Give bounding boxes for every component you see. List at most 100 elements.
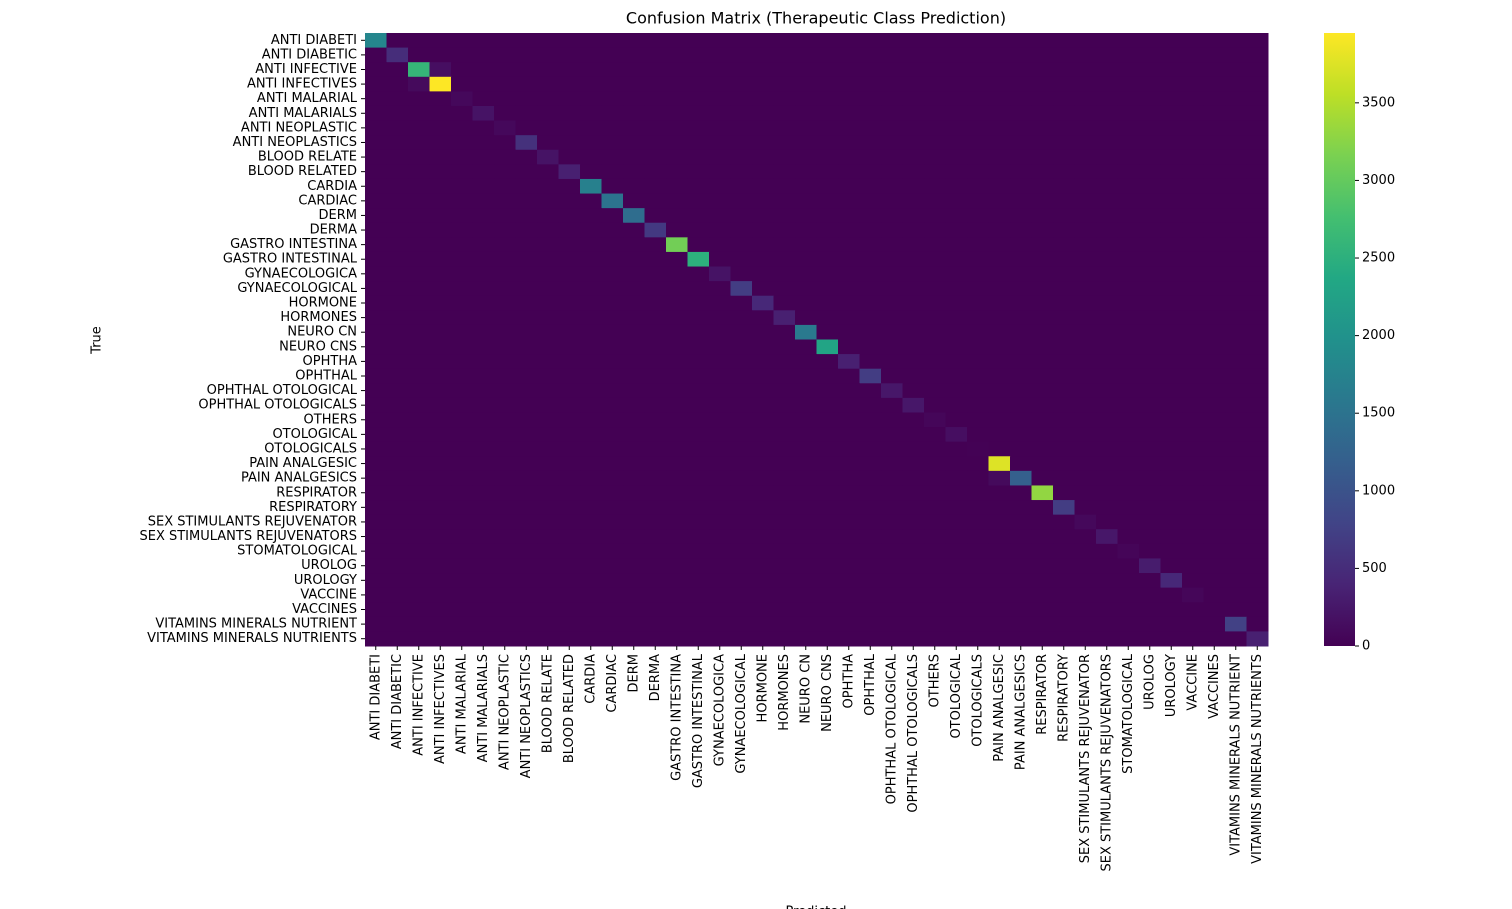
heatmap-cell — [988, 295, 1011, 311]
heatmap-cell — [537, 237, 559, 253]
heatmap-cell — [730, 135, 753, 151]
heatmap-cell — [1203, 91, 1226, 107]
heatmap-cell — [386, 324, 409, 340]
heatmap-cell — [494, 368, 516, 384]
y-tick-label: OPHTHA — [303, 354, 358, 369]
heatmap-cell — [945, 47, 968, 63]
heatmap-cell — [1160, 500, 1183, 516]
heatmap-cell — [580, 324, 602, 340]
heatmap-cell — [429, 616, 452, 632]
heatmap-cell — [408, 149, 430, 165]
heatmap-cell — [1139, 616, 1161, 632]
heatmap-cell — [687, 616, 710, 632]
heatmap-cell — [1096, 529, 1118, 545]
heatmap-cell — [924, 251, 946, 268]
heatmap-cell — [601, 237, 624, 253]
heatmap-cell — [752, 149, 774, 165]
heatmap-cell — [1117, 324, 1140, 340]
heatmap-cell — [601, 33, 624, 49]
heatmap-cell — [1074, 427, 1097, 443]
heatmap-cell — [709, 412, 731, 428]
heatmap-cell — [988, 412, 1011, 428]
heatmap-cell — [365, 500, 387, 516]
heatmap-cell — [1031, 514, 1054, 530]
heatmap-cell — [515, 616, 538, 632]
heatmap-cell — [924, 47, 946, 63]
heatmap-cell — [881, 105, 903, 122]
heatmap-cell — [429, 602, 452, 618]
heatmap-cell — [365, 178, 387, 195]
heatmap-cell — [623, 310, 645, 326]
heatmap-cell — [1074, 397, 1097, 413]
heatmap-cell — [881, 135, 903, 151]
heatmap-cell — [709, 354, 731, 370]
heatmap-cell — [623, 266, 645, 282]
heatmap-cell — [988, 237, 1011, 253]
heatmap-cell — [1139, 514, 1161, 530]
heatmap-cell — [838, 266, 860, 282]
x-tick-label: VITAMINS MINERALS NUTRIENTS — [1250, 654, 1265, 864]
heatmap-cell — [795, 91, 817, 107]
heatmap-cell — [386, 295, 409, 311]
heatmap-cell — [752, 33, 774, 49]
heatmap-cell — [967, 383, 989, 399]
heatmap-cell — [1182, 310, 1204, 326]
heatmap-cell — [1010, 500, 1032, 516]
x-tick-label: UROLOG — [1142, 654, 1157, 710]
heatmap-cell — [601, 368, 624, 384]
heatmap-cell — [730, 514, 753, 530]
heatmap-cell — [1096, 397, 1118, 413]
heatmap-cell — [988, 602, 1011, 618]
heatmap-cell — [795, 485, 817, 501]
heatmap-cell — [1225, 76, 1247, 92]
heatmap-cell — [1096, 602, 1118, 618]
heatmap-cell — [429, 295, 452, 311]
heatmap-cell — [752, 412, 774, 428]
x-tick-label: UROLOGY — [1164, 654, 1179, 717]
heatmap-cell — [537, 266, 559, 282]
heatmap-cell — [730, 76, 753, 92]
heatmap-cell — [816, 529, 839, 545]
heatmap-cell — [1053, 485, 1075, 501]
heatmap-cell — [1160, 310, 1183, 326]
heatmap-cell — [1160, 91, 1183, 107]
heatmap-cell — [558, 310, 581, 326]
heatmap-cell — [365, 587, 387, 603]
heatmap-cell — [687, 427, 710, 443]
x-tick-label: CARDIA — [583, 654, 598, 704]
heatmap-cell — [1182, 456, 1204, 472]
heatmap-cell — [859, 105, 882, 122]
heatmap-cell — [902, 193, 925, 209]
heatmap-cell — [580, 383, 602, 399]
heatmap-cell — [515, 543, 538, 559]
heatmap-cell — [859, 427, 882, 443]
heatmap-cell — [1246, 251, 1269, 268]
heatmap-cell — [666, 427, 688, 443]
heatmap-cell — [644, 266, 667, 282]
heatmap-cell — [838, 383, 860, 399]
heatmap-cell — [988, 456, 1011, 472]
heatmap-cell — [515, 208, 538, 224]
heatmap-cell — [644, 383, 667, 399]
heatmap-cell — [902, 427, 925, 443]
heatmap-cell — [1246, 397, 1269, 413]
heatmap-cell — [494, 164, 516, 180]
heatmap-cell — [1160, 558, 1183, 574]
heatmap-cell — [1182, 91, 1204, 107]
heatmap-cell — [816, 543, 839, 559]
heatmap-cell — [623, 587, 645, 603]
heatmap-cell — [1117, 281, 1140, 297]
y-tick-label: DERM — [319, 208, 357, 223]
heatmap-cell — [1160, 529, 1183, 545]
heatmap-cell — [1074, 310, 1097, 326]
heatmap-cell — [386, 529, 409, 545]
heatmap-cell — [945, 441, 968, 457]
heatmap-cell — [795, 266, 817, 282]
heatmap-cell — [472, 193, 495, 209]
heatmap-cell — [773, 456, 796, 472]
heatmap-cell — [795, 295, 817, 311]
heatmap-cell — [816, 76, 839, 92]
heatmap-cell — [623, 412, 645, 428]
heatmap-cell — [1139, 222, 1161, 238]
x-tick-label: PAIN ANALGESIC — [992, 654, 1007, 762]
